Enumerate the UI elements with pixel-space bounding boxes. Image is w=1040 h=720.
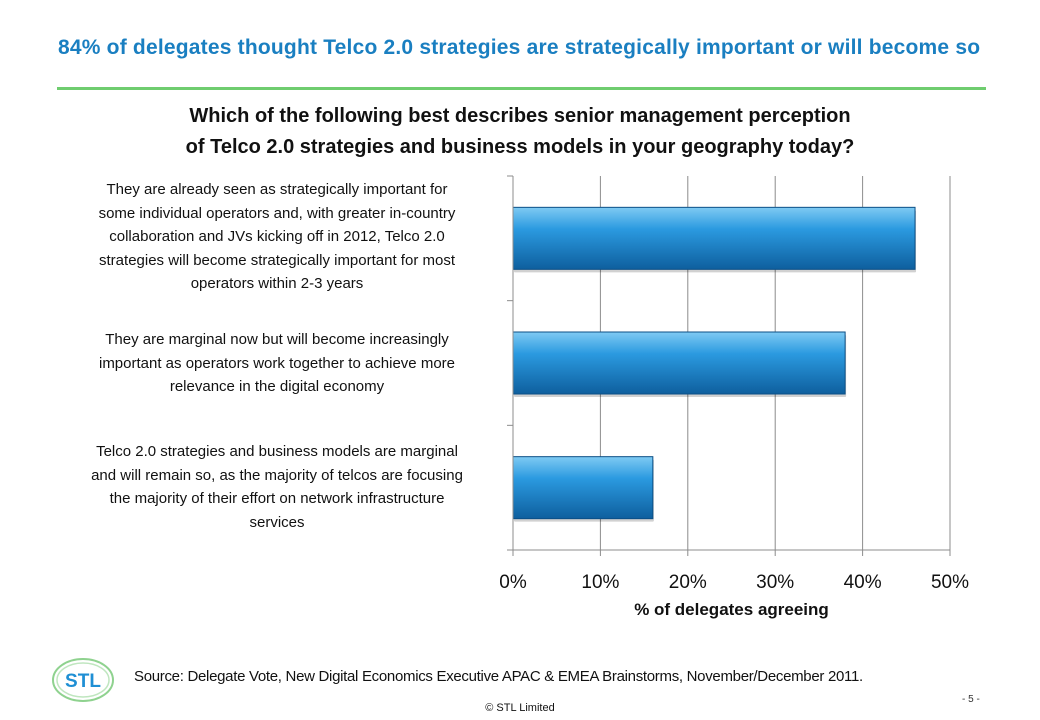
title-divider: [57, 87, 986, 90]
x-tick-label: 0%: [499, 572, 527, 593]
slide-title: 84% of delegates thought Telco 2.0 strat…: [58, 36, 981, 59]
category-label-line: some individual operators and, with grea…: [98, 204, 456, 222]
category-label-line: collaboration and JVs kicking off in 201…: [109, 228, 445, 245]
chart-title-line: of Telco 2.0 strategies and business mod…: [185, 136, 855, 158]
logo-text: STL: [65, 671, 101, 692]
x-tick-label: 20%: [669, 572, 707, 593]
chart-title: Which of the following best describes se…: [100, 101, 940, 163]
x-tick-label: 40%: [844, 572, 882, 593]
category-label-line: the majority of their effort on network …: [109, 490, 445, 507]
x-tick-label: 30%: [756, 572, 794, 593]
chart-title-line: Which of the following best describes se…: [189, 105, 851, 127]
x-tick-label: 10%: [581, 572, 619, 593]
category-label-line: important as operators work together to …: [98, 354, 455, 372]
category-label-line: operators within 2-3 years: [190, 275, 364, 292]
bar: [512, 206, 916, 270]
category-label: They are marginal now but will become in…: [52, 328, 502, 399]
category-label-line: Telco 2.0 strategies and business models…: [96, 443, 458, 460]
x-axis-title: % of delegates agreeing: [634, 600, 829, 619]
bar: [512, 456, 654, 520]
category-label: They are already seen as strategically i…: [52, 178, 502, 296]
category-label-line: They are marginal now but will become in…: [105, 331, 449, 348]
page-number: - 5 -: [962, 694, 980, 705]
stl-logo: STL: [52, 658, 114, 702]
category-label-line: relevance in the digital economy: [169, 378, 385, 395]
category-label-line: services: [249, 513, 305, 531]
copyright: © STL Limited: [485, 702, 555, 714]
category-label: Telco 2.0 strategies and business models…: [52, 440, 502, 534]
x-tick-label: 50%: [931, 572, 969, 593]
category-label-line: They are already seen as strategically i…: [106, 181, 448, 198]
category-label-line: strategies will become strategically imp…: [99, 251, 455, 269]
category-label-line: and will remain so, as the majority of t…: [91, 466, 463, 484]
source-note: Source: Delegate Vote, New Digital Econo…: [134, 668, 863, 685]
bar: [512, 331, 846, 395]
